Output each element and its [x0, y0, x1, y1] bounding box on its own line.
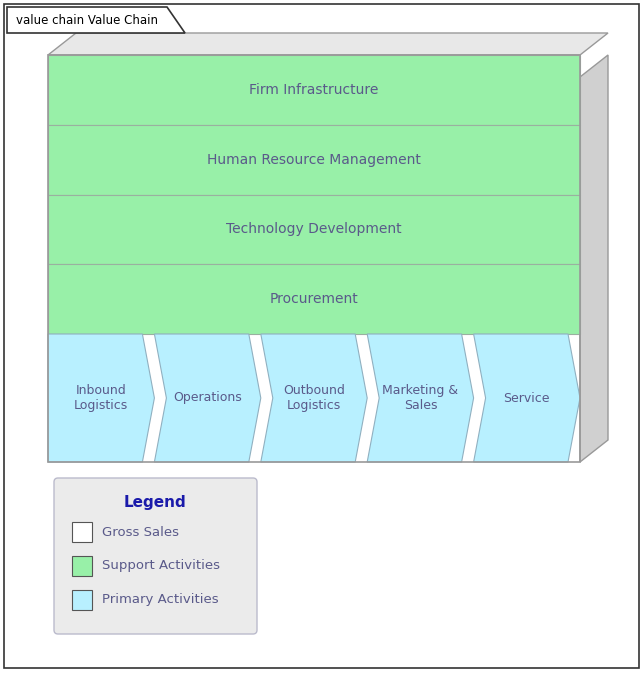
Text: value chain Value Chain: value chain Value Chain	[16, 14, 158, 27]
Text: Legend: Legend	[124, 495, 187, 509]
Text: Marketing &
Sales: Marketing & Sales	[383, 384, 459, 412]
Bar	[48, 264, 580, 334]
Bar	[48, 194, 580, 264]
Polygon shape	[7, 7, 185, 33]
Text: Gross Sales: Gross Sales	[102, 526, 179, 538]
Polygon shape	[580, 55, 608, 462]
Polygon shape	[155, 334, 261, 462]
Polygon shape	[48, 334, 155, 462]
Text: Technology Development: Technology Development	[226, 222, 402, 236]
Bar	[48, 55, 580, 125]
Bar	[72, 556, 92, 576]
Text: Human Resource Management: Human Resource Management	[207, 153, 421, 167]
Text: Support Activities: Support Activities	[102, 559, 220, 573]
Polygon shape	[48, 33, 608, 55]
Bar	[48, 55, 580, 462]
Polygon shape	[261, 334, 367, 462]
Polygon shape	[367, 334, 473, 462]
Bar	[48, 125, 580, 194]
FancyBboxPatch shape	[54, 478, 257, 634]
Text: Service: Service	[504, 392, 550, 404]
Text: Outbound
Logistics: Outbound Logistics	[283, 384, 345, 412]
Text: Inbound
Logistics: Inbound Logistics	[74, 384, 128, 412]
Bar	[72, 590, 92, 610]
Text: Procurement: Procurement	[270, 292, 358, 306]
Text: Operations: Operations	[173, 392, 242, 404]
Text: Firm Infrastructure: Firm Infrastructure	[249, 83, 379, 97]
Bar	[72, 522, 92, 542]
Text: Primary Activities: Primary Activities	[102, 594, 218, 606]
Polygon shape	[473, 334, 580, 462]
